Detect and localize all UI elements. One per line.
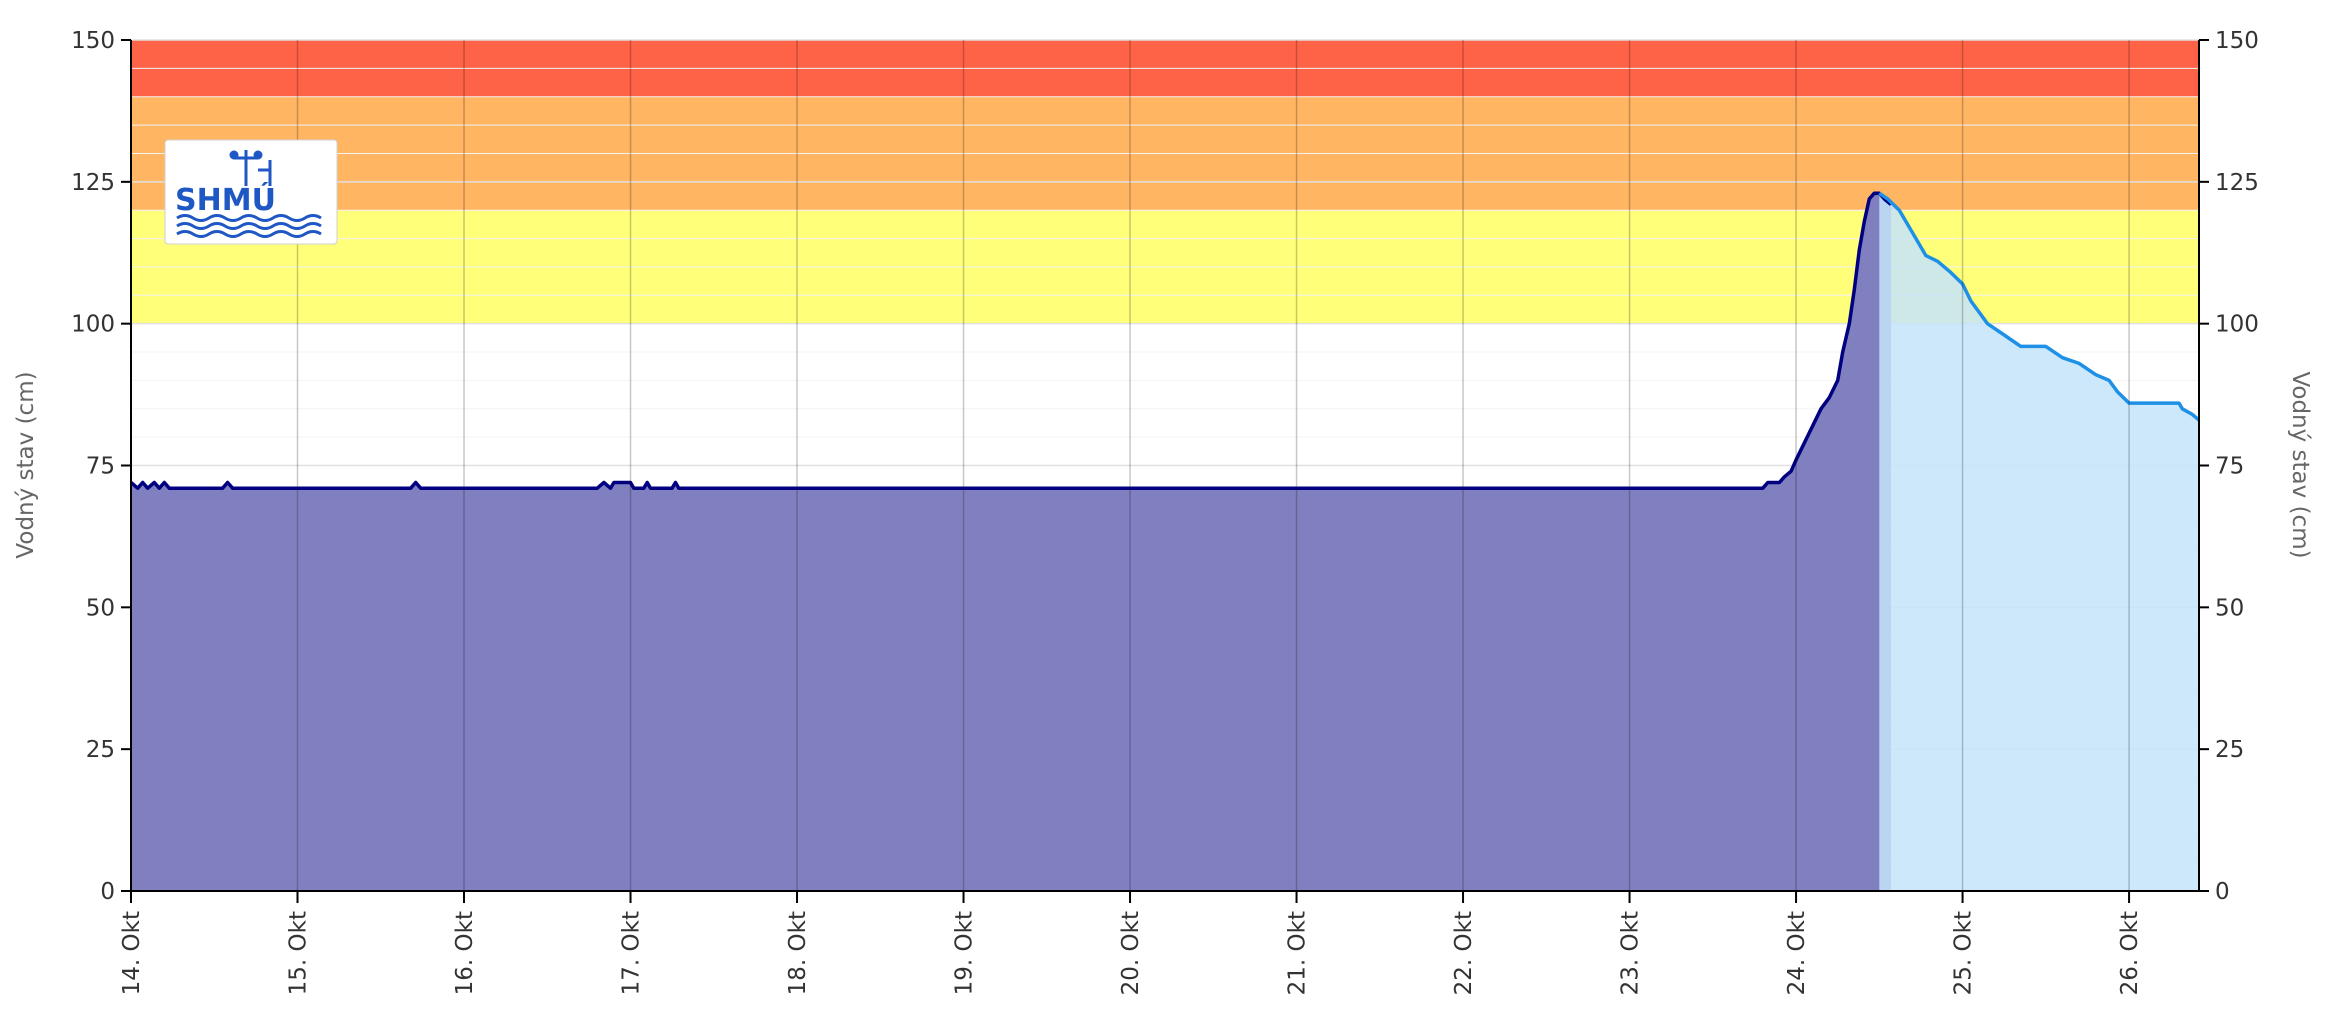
x-tick-label-6: 20. Okt	[1118, 911, 1144, 995]
x-tick-label-12: 26. Okt	[2117, 911, 2143, 995]
y-left-tick-label-3: 75	[86, 454, 115, 480]
x-tick-label-3: 17. Okt	[619, 911, 645, 995]
series-area-0	[131, 193, 1891, 891]
series-area-1	[1879, 193, 2199, 891]
waves-icon	[176, 214, 322, 238]
y-left-tick-label-0: 0	[100, 879, 115, 905]
anemometer-icon	[229, 150, 272, 186]
y-left-tick-labels: 0 25 50 75 100 125 150	[71, 28, 131, 905]
y-axis-title-right: Vodný stav (cm)	[2287, 371, 2313, 558]
x-tick-label-11: 25. Okt	[1951, 911, 1977, 995]
y-right-tick-label-2: 50	[2215, 595, 2244, 621]
y-right-tick-label-4: 100	[2215, 312, 2259, 338]
x-tick-labels: 14. Okt 15. Okt 16. Okt 17. Okt 18. Okt 19. O…	[119, 891, 2143, 995]
series-areas	[131, 193, 2199, 891]
y-right-tick-label-6: 150	[2215, 28, 2259, 54]
y-right-tick-label-5: 125	[2215, 170, 2259, 196]
x-tick-label-4: 18. Okt	[785, 911, 811, 995]
shmu-logo: SHMÚ	[164, 139, 338, 245]
x-tick-label-9: 23. Okt	[1618, 911, 1644, 995]
x-tick-label-2: 16. Okt	[452, 911, 478, 995]
series-line-0	[129, 191, 1893, 490]
x-tick-label-5: 19. Okt	[952, 911, 978, 995]
y-left-tick-label-6: 150	[71, 28, 115, 54]
x-tick-label-10: 24. Okt	[1784, 911, 1810, 995]
logo-text: SHMÚ	[175, 181, 276, 218]
x-tick-label-7: 21. Okt	[1285, 911, 1311, 995]
x-tick-label-0: 14. Okt	[119, 911, 145, 995]
y-right-tick-label-3: 75	[2215, 454, 2244, 480]
y-left-tick-label-4: 100	[71, 312, 115, 338]
y-left-tick-label-5: 125	[71, 170, 115, 196]
y-left-tick-label-1: 25	[86, 737, 115, 763]
x-tick-label-1: 15. Okt	[286, 911, 312, 995]
series-line-1	[1878, 191, 2201, 422]
y-right-tick-label-1: 25	[2215, 737, 2244, 763]
y-right-tick-labels: 0 25 50 75 100 125 150	[2199, 28, 2259, 905]
y-left-tick-label-2: 50	[86, 595, 115, 621]
y-axis-title-left: Vodný stav (cm)	[13, 371, 39, 558]
x-tick-label-8: 22. Okt	[1451, 911, 1477, 995]
y-right-tick-label-0: 0	[2215, 879, 2230, 905]
